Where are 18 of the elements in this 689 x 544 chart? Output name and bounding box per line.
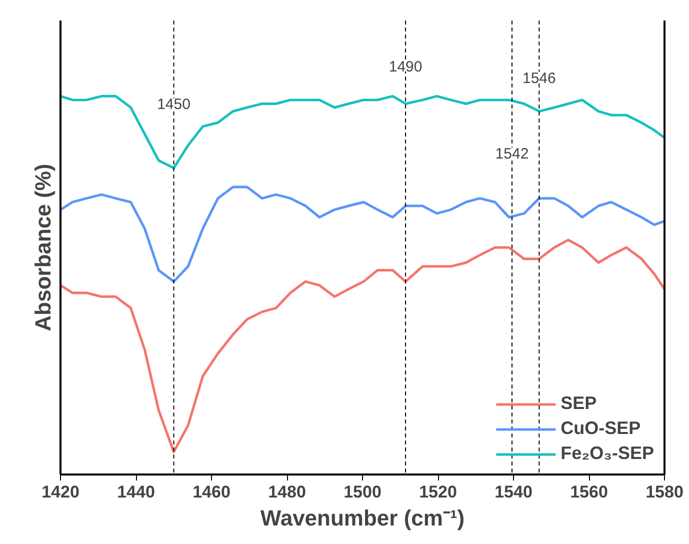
annotation: 1546 [522, 70, 556, 87]
annotation: 1490 [388, 58, 422, 76]
legend-label: Fe₂O₃-SEP [560, 443, 654, 464]
x-tick-label: 1460 [192, 482, 230, 502]
x-tick-label: 1500 [344, 482, 382, 502]
x-tick-label: 1440 [117, 482, 155, 502]
x-tick-label: 1540 [494, 482, 532, 502]
y-axis-title: Absorbance (%) [30, 164, 56, 332]
x-tick-label: 1420 [42, 482, 80, 502]
x-tick-label: 1480 [268, 482, 306, 502]
x-axis-title: Wavenumber (cm⁻¹) [260, 506, 465, 530]
x-tick-label: 1580 [646, 482, 684, 502]
annotation: 1450 [157, 96, 190, 114]
legend-label: SEP [560, 393, 597, 414]
x-tick-label: 1520 [419, 482, 457, 502]
annotation: 1542 [495, 145, 529, 162]
x-tick-label: 1560 [570, 482, 608, 502]
legend-label: CuO-SEP [560, 418, 641, 439]
